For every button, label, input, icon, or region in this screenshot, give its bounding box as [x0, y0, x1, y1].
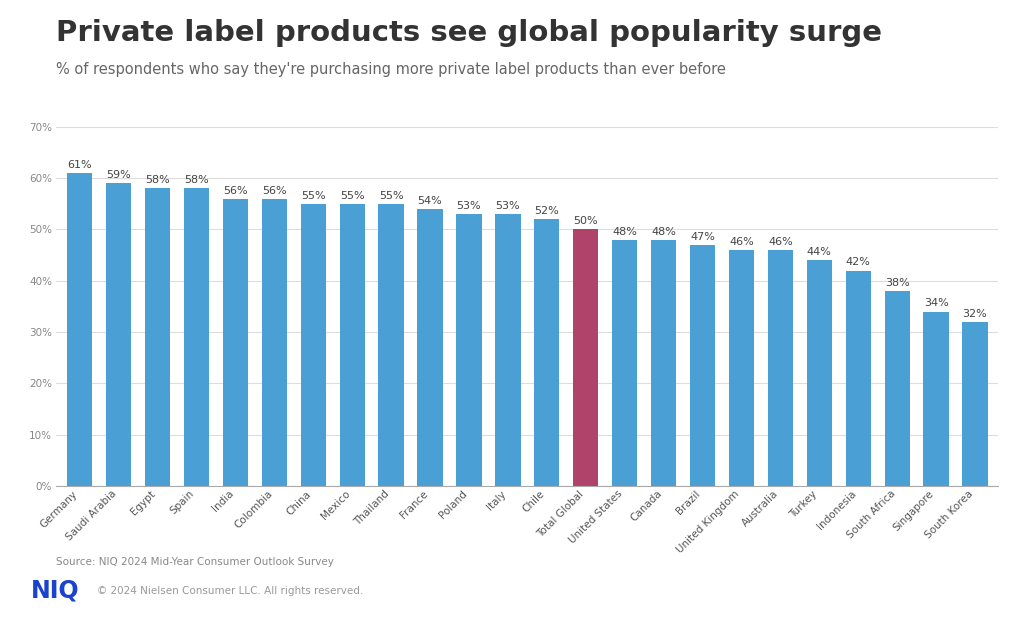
Text: 58%: 58% [184, 175, 209, 185]
Bar [340, 204, 365, 486]
Text: NIQ: NIQ [31, 579, 79, 602]
Text: 55%: 55% [301, 191, 326, 201]
Bar [496, 214, 520, 486]
Text: % of respondents who say they're purchasing more private label products than eve: % of respondents who say they're purchas… [56, 62, 726, 77]
Text: 34%: 34% [924, 298, 948, 308]
Text: 58%: 58% [145, 175, 170, 185]
Bar [846, 271, 870, 486]
Text: 56%: 56% [223, 186, 248, 196]
Text: 48%: 48% [612, 227, 637, 236]
Bar [729, 250, 754, 486]
Bar [885, 291, 910, 486]
Bar [612, 240, 637, 486]
Text: 48%: 48% [651, 227, 676, 236]
Bar [690, 245, 715, 486]
Text: Source: NIQ 2024 Mid-Year Consumer Outlook Survey: Source: NIQ 2024 Mid-Year Consumer Outlo… [56, 557, 334, 567]
Text: 55%: 55% [340, 191, 365, 201]
Text: 55%: 55% [379, 191, 403, 201]
Text: 52%: 52% [535, 206, 559, 216]
Text: 38%: 38% [885, 278, 909, 288]
Bar [768, 250, 793, 486]
Text: 54%: 54% [418, 196, 442, 206]
Text: 46%: 46% [768, 237, 793, 247]
Bar [535, 219, 559, 486]
Bar [379, 204, 403, 486]
Bar [924, 311, 949, 486]
Bar [573, 230, 598, 486]
Bar [651, 240, 676, 486]
Text: 50%: 50% [573, 217, 598, 227]
Text: 47%: 47% [690, 232, 715, 242]
Text: 61%: 61% [68, 160, 92, 170]
Text: 46%: 46% [729, 237, 754, 247]
Text: 56%: 56% [262, 186, 287, 196]
Text: 44%: 44% [807, 247, 831, 257]
Bar [105, 183, 131, 486]
Text: 42%: 42% [846, 258, 870, 267]
Text: © 2024 Nielsen Consumer LLC. All rights reserved.: © 2024 Nielsen Consumer LLC. All rights … [97, 586, 364, 595]
Text: 53%: 53% [496, 201, 520, 211]
Bar [457, 214, 481, 486]
Bar [262, 199, 287, 486]
Text: 32%: 32% [963, 309, 987, 319]
Bar [418, 209, 442, 486]
Bar [144, 188, 170, 486]
Text: 59%: 59% [106, 170, 131, 180]
Bar [184, 188, 209, 486]
Bar [301, 204, 326, 486]
Bar [67, 173, 92, 486]
Bar [807, 260, 831, 486]
Bar [223, 199, 248, 486]
Bar [963, 322, 988, 486]
Text: Private label products see global popularity surge: Private label products see global popula… [56, 19, 883, 46]
Text: 53%: 53% [457, 201, 481, 211]
